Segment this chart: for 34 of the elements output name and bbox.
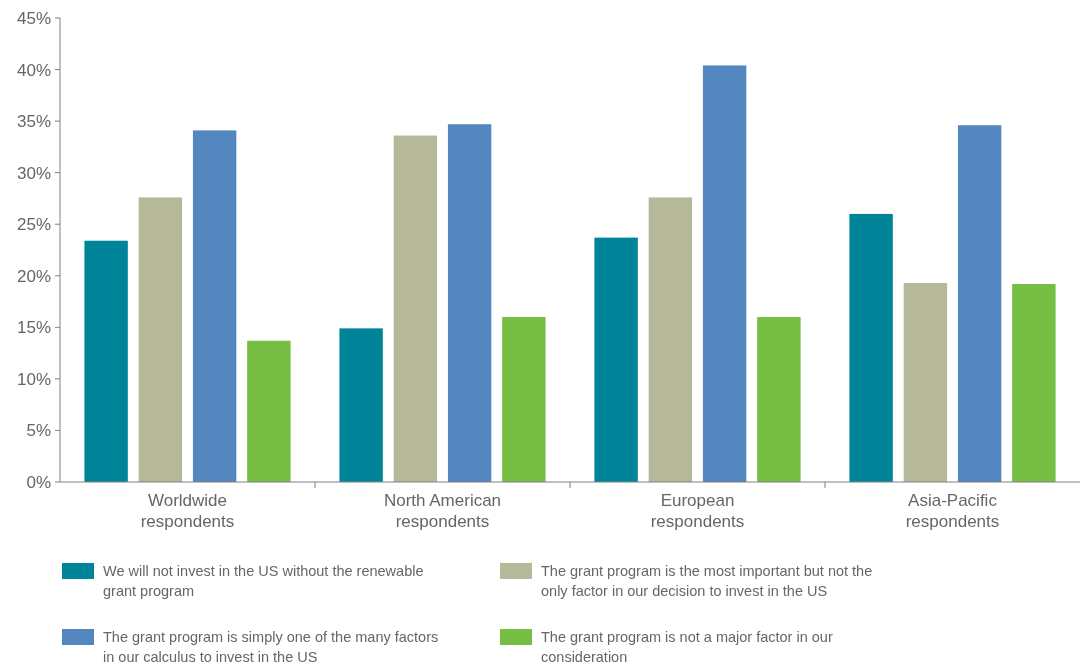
bar: [393, 135, 438, 482]
y-tick-label: 15%: [16, 318, 51, 338]
y-tick-label: 40%: [16, 60, 51, 80]
bar: [849, 213, 893, 482]
bar: [247, 340, 291, 482]
bar: [594, 237, 638, 482]
bar: [84, 240, 128, 482]
bar: [903, 283, 948, 482]
y-tick-label: 45%: [16, 8, 51, 28]
legend-label: The grant program is simply one of the many factors in our calculus to invest in the US: [103, 629, 439, 665]
legend-label: The grant program is the most important but not the only factor in our decision to invest in the US: [541, 563, 873, 599]
bar: [702, 65, 747, 482]
y-tick-label: 10%: [16, 369, 51, 389]
y-tick-label: 25%: [16, 215, 51, 235]
x-tick-label: European respondents: [650, 491, 745, 531]
legend-label: We will not invest in the US without the renewable grant program: [103, 563, 424, 599]
y-tick-label: 30%: [16, 163, 51, 183]
x-tick-label: North American respondents: [383, 491, 502, 531]
bar: [192, 130, 237, 482]
bar: [1012, 284, 1056, 482]
bar: [757, 317, 801, 482]
bar: [138, 197, 183, 482]
x-tick-label: Asia-Pacific respondents: [905, 491, 1000, 531]
bar: [957, 125, 1002, 482]
bar: [339, 328, 383, 482]
bar: [648, 197, 693, 482]
bar: [447, 124, 492, 482]
bar: [502, 317, 546, 482]
y-tick-label: 0%: [26, 472, 51, 492]
legend-label: The grant program is not a major factor in our consideration: [541, 629, 833, 665]
y-tick-label: 5%: [26, 421, 51, 441]
y-tick-label: 20%: [16, 266, 51, 286]
x-tick-label: Worldwide respondents: [140, 491, 235, 531]
y-tick-label: 35%: [16, 112, 51, 132]
